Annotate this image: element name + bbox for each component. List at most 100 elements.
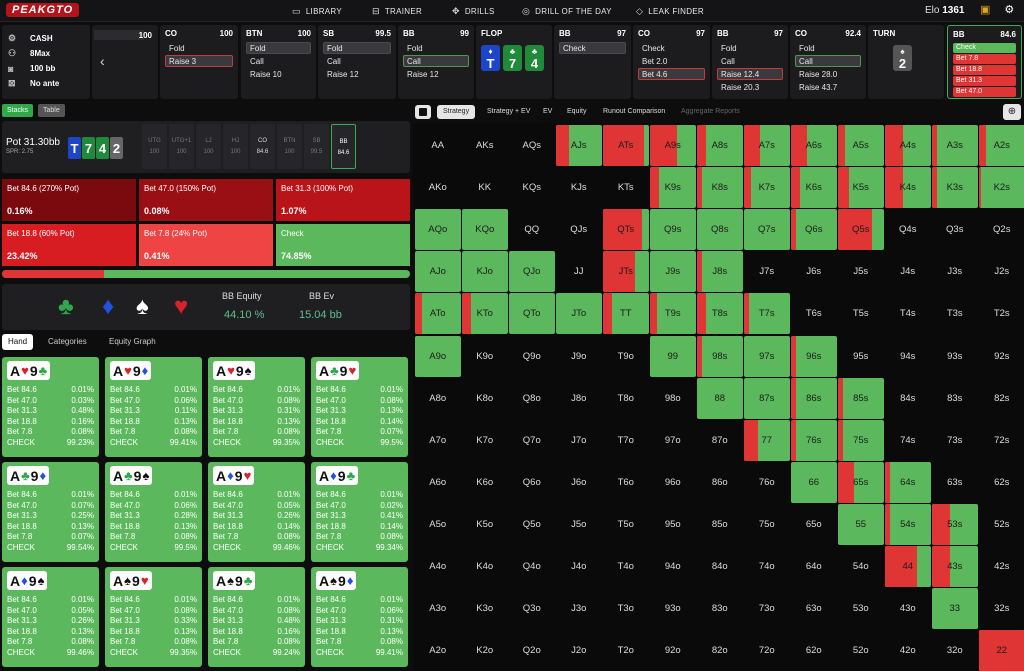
hand-cell-k4s[interactable]: K4s bbox=[885, 167, 931, 209]
hand-cell-qjo[interactable]: QJo bbox=[509, 251, 555, 293]
hand-cell-t2o[interactable]: T2o bbox=[603, 630, 649, 671]
hand-cell-ajo[interactable]: AJo bbox=[415, 251, 461, 293]
hand-cell-77[interactable]: 77 bbox=[744, 419, 790, 461]
tab-hand[interactable]: Hand bbox=[2, 334, 34, 350]
hand-cell-kk[interactable]: KK bbox=[462, 167, 508, 208]
hand-cell-83o[interactable]: 83o bbox=[697, 588, 743, 629]
hand-cell-32s[interactable]: 32s bbox=[979, 588, 1024, 629]
tab-equity[interactable]: Equity bbox=[567, 108, 587, 115]
hand-cell-98o[interactable]: 98o bbox=[650, 378, 696, 419]
nav-trainer[interactable]: ⊟ TRAINER bbox=[372, 0, 452, 22]
hand-cell-k8s[interactable]: K8s bbox=[697, 167, 743, 209]
strategy-bet[interactable]: Bet 7.8 (24% Pot) 0.41% bbox=[139, 224, 273, 266]
combo-card[interactable]: A ♠ 9 ♦ Bet 84.6 0.01% Bet 47.0 0.06% Bet 31.3 0.… bbox=[311, 567, 408, 667]
hand-cell-a4o[interactable]: A4o bbox=[415, 546, 461, 587]
hand-cell-q5s[interactable]: Q5s bbox=[838, 209, 884, 251]
brand-logo[interactable]: PEAKGTO bbox=[6, 3, 80, 17]
hand-cell-t4s[interactable]: T4s bbox=[885, 293, 931, 334]
table-button[interactable]: Table bbox=[38, 104, 65, 117]
hand-cell-53o[interactable]: 53o bbox=[838, 588, 884, 629]
hand-cell-qts[interactable]: QTs bbox=[603, 209, 649, 251]
prev-actions[interactable]: 100 ‹ bbox=[92, 25, 158, 99]
hand-cell-ako[interactable]: AKo bbox=[415, 167, 461, 208]
hand-cell-q4s[interactable]: Q4s bbox=[885, 209, 931, 250]
settings-icon[interactable]: ⚙ bbox=[1004, 4, 1015, 16]
action-option[interactable]: Raise 3 bbox=[165, 55, 233, 67]
hand-cell-96o[interactable]: 96o bbox=[650, 462, 696, 503]
action-option[interactable]: Fold bbox=[323, 42, 391, 54]
seat-utg+1[interactable]: UTG+1 100 bbox=[169, 124, 194, 169]
action-card-co[interactable]: CO 97 Check Bet 2.0 Bet 4.6 bbox=[633, 25, 710, 99]
hand-cell-99[interactable]: 99 bbox=[650, 335, 696, 377]
hand-cell-84s[interactable]: 84s bbox=[885, 378, 931, 419]
strategy-check[interactable]: Check 74.85% bbox=[276, 224, 410, 266]
diamond-icon[interactable]: ♦ bbox=[102, 293, 115, 320]
action-option[interactable]: Call bbox=[721, 57, 735, 66]
hand-cell-k9o[interactable]: K9o bbox=[462, 336, 508, 377]
hand-cell-aqs[interactable]: AQs bbox=[509, 125, 555, 166]
hand-cell-q7o[interactable]: Q7o bbox=[509, 420, 555, 461]
hand-cell-76s[interactable]: 76s bbox=[791, 419, 837, 461]
hand-cell-97o[interactable]: 97o bbox=[650, 420, 696, 461]
combo-card[interactable]: A ♥ 9 ♣ Bet 84.6 0.01% Bet 47.0 0.03% Bet 31.3 0.… bbox=[2, 357, 99, 457]
hand-cell-k7o[interactable]: K7o bbox=[462, 420, 508, 461]
seat-bb[interactable]: BB 84.6 bbox=[331, 124, 356, 169]
hand-cell-98s[interactable]: 98s bbox=[697, 335, 743, 377]
hand-cell-ajs[interactable]: AJs bbox=[556, 125, 602, 166]
combo-card[interactable]: A ♠ 9 ♣ Bet 84.6 0.01% Bet 47.0 0.08% Bet 31.3 0.… bbox=[208, 567, 305, 667]
hand-cell-42s[interactable]: 42s bbox=[979, 546, 1024, 587]
strategy-bet[interactable]: Bet 18.8 (60% Pot) 23.42% bbox=[2, 224, 136, 266]
nav-drills[interactable]: ✥ DRILLS bbox=[452, 0, 522, 22]
action-option[interactable]: Raise 43.7 bbox=[799, 83, 838, 92]
hand-cell-92s[interactable]: 92s bbox=[979, 336, 1024, 377]
combo-card[interactable]: A ♣ 9 ♥ Bet 84.6 0.01% Bet 47.0 0.08% Bet 31.3 0.… bbox=[311, 357, 408, 457]
hand-cell-75o[interactable]: 75o bbox=[744, 504, 790, 545]
hand-cell-q2s[interactable]: Q2s bbox=[979, 209, 1024, 250]
action-option[interactable]: Raise 12 bbox=[407, 70, 439, 79]
action-option[interactable]: Raise 10 bbox=[250, 70, 282, 79]
hand-cell-a9o[interactable]: A9o bbox=[415, 335, 461, 377]
hand-cell-93s[interactable]: 93s bbox=[932, 336, 978, 377]
hand-cell-t3s[interactable]: T3s bbox=[932, 293, 978, 334]
hand-cell-aa[interactable]: AA bbox=[415, 125, 461, 166]
action-card-btn[interactable]: BTN 100 Fold Call Raise 10 bbox=[241, 25, 316, 99]
hand-cell-qjs[interactable]: QJs bbox=[556, 209, 602, 250]
hand-cell-84o[interactable]: 84o bbox=[697, 546, 743, 587]
action-option[interactable]: Bet 4.6 bbox=[638, 68, 705, 80]
hand-cell-tt[interactable]: TT bbox=[603, 293, 649, 335]
hand-cell-k2s[interactable]: K2s bbox=[979, 167, 1024, 209]
hand-cell-86s[interactable]: 86s bbox=[791, 377, 837, 419]
action-option[interactable]: Raise 12 bbox=[327, 70, 359, 79]
hand-cell-kqs[interactable]: KQs bbox=[509, 167, 555, 208]
seat-sb[interactable]: SB 99.5 bbox=[304, 124, 329, 169]
hand-cell-64o[interactable]: 64o bbox=[791, 546, 837, 587]
action-option[interactable]: Call bbox=[250, 57, 264, 66]
hand-cell-q8o[interactable]: Q8o bbox=[509, 378, 555, 419]
action-option[interactable]: Check bbox=[642, 44, 665, 53]
square-toggle[interactable] bbox=[415, 105, 431, 119]
tab-strategy[interactable]: Strategy bbox=[437, 105, 476, 119]
hand-cell-k9s[interactable]: K9s bbox=[650, 167, 696, 209]
tab-aggregate-reports[interactable]: Aggregate Reports bbox=[681, 108, 740, 115]
action-card-turn[interactable]: TURN ♠ 2 bbox=[868, 25, 944, 99]
hand-cell-43o[interactable]: 43o bbox=[885, 588, 931, 629]
gamepad-icon[interactable]: ⊕ bbox=[1003, 104, 1021, 120]
hand-cell-82o[interactable]: 82o bbox=[697, 630, 743, 671]
nav-library[interactable]: ▭ LIBRARY bbox=[292, 0, 372, 22]
hand-cell-33[interactable]: 33 bbox=[932, 588, 978, 630]
hand-cell-72o[interactable]: 72o bbox=[744, 630, 790, 671]
hand-cell-k7s[interactable]: K7s bbox=[744, 167, 790, 209]
hand-cell-t2s[interactable]: T2s bbox=[979, 293, 1024, 334]
hand-cell-42o[interactable]: 42o bbox=[885, 630, 931, 671]
action-card-bb[interactable]: BB 97 Check bbox=[554, 25, 631, 99]
hand-cell-a8s[interactable]: A8s bbox=[697, 125, 743, 166]
hand-cell-t4o[interactable]: T4o bbox=[603, 546, 649, 587]
action-option[interactable]: Check bbox=[559, 42, 626, 54]
action-card-bb[interactable]: BB 84.6 Check Bet 7.8 Bet 18.8 Bet 31.3 Bet 47… bbox=[947, 25, 1022, 99]
hand-cell-q5o[interactable]: Q5o bbox=[509, 504, 555, 545]
hand-cell-64s[interactable]: 64s bbox=[885, 461, 931, 503]
seat-lj[interactable]: LJ 100 bbox=[196, 124, 221, 169]
hand-cell-k6s[interactable]: K6s bbox=[791, 167, 837, 209]
combo-card[interactable]: A ♦ 9 ♥ Bet 84.6 0.01% Bet 47.0 0.05% Bet 31.3 0.… bbox=[208, 462, 305, 562]
hand-cell-jts[interactable]: JTs bbox=[603, 251, 649, 293]
